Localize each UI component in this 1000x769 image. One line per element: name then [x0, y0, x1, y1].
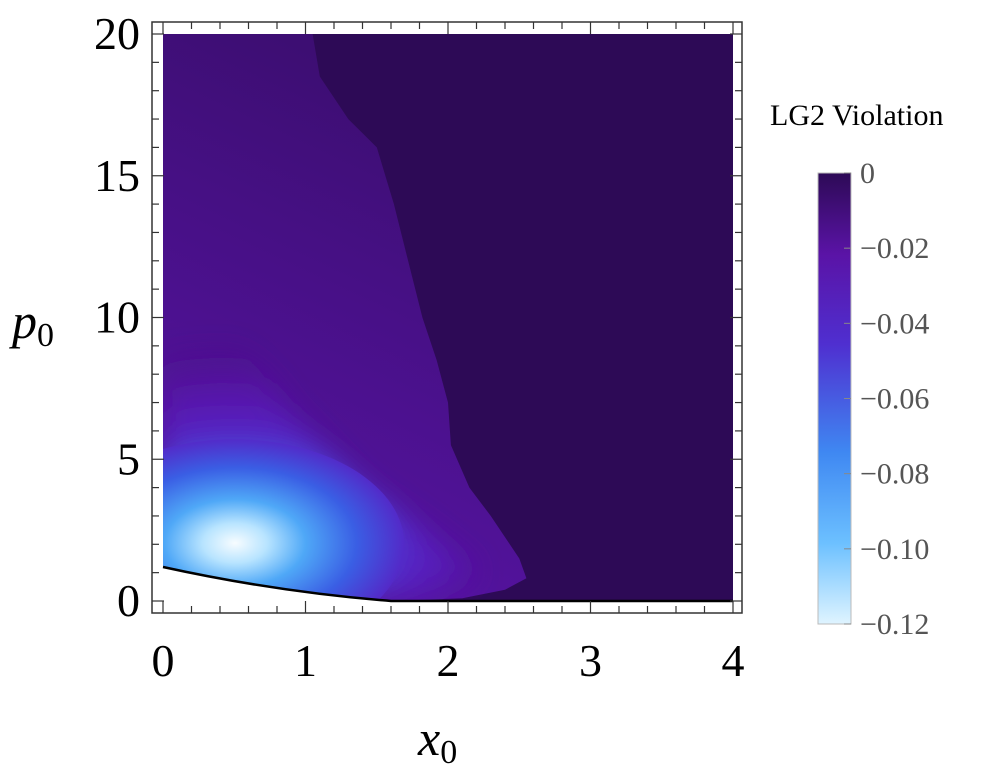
colorbar-tick-label: −0.02 [860, 232, 929, 265]
y-tick-label: 10 [94, 292, 140, 343]
x-tick-label: 4 [722, 635, 745, 686]
colorbar-tick-label: −0.08 [860, 458, 929, 491]
y-axis-title: p0 [9, 293, 54, 354]
y-tick-label: 0 [117, 575, 140, 626]
colorbar-tick-label: −0.04 [860, 307, 929, 340]
x-tick-label: 3 [579, 635, 602, 686]
x-tick-label: 0 [152, 635, 175, 686]
x-axis-ticks [162, 22, 734, 613]
colorbar-title: LG2 Violation [770, 99, 943, 132]
x-axis-title: x0 [417, 710, 457, 769]
y-tick-label: 5 [117, 433, 140, 484]
colorbar-tick-label: 0 [860, 157, 875, 190]
colorbar-tick-label: −0.10 [860, 533, 929, 566]
x-axis-tick-labels: 0 1 2 3 4 [152, 635, 745, 686]
y-axis-ticks [152, 33, 742, 602]
y-axis-tick-labels: 0 5 10 15 20 [94, 8, 140, 626]
x-tick-label: 1 [294, 635, 317, 686]
y-tick-label: 15 [94, 150, 140, 201]
heatmap-minimum-core [163, 439, 405, 601]
colorbar-ticks [844, 172, 851, 625]
boundary-curve [162, 565, 733, 603]
x-tick-label: 2 [437, 635, 460, 686]
colorbar-tick-label: −0.06 [860, 383, 929, 416]
y-tick-label: 20 [94, 8, 140, 59]
heatmap-surface [163, 34, 733, 601]
colorbar-tick-labels: 0 −0.02 −0.04 −0.06 −0.08 −0.10 −0.12 [860, 157, 929, 641]
colorbar-tick-label: −0.12 [860, 608, 929, 641]
